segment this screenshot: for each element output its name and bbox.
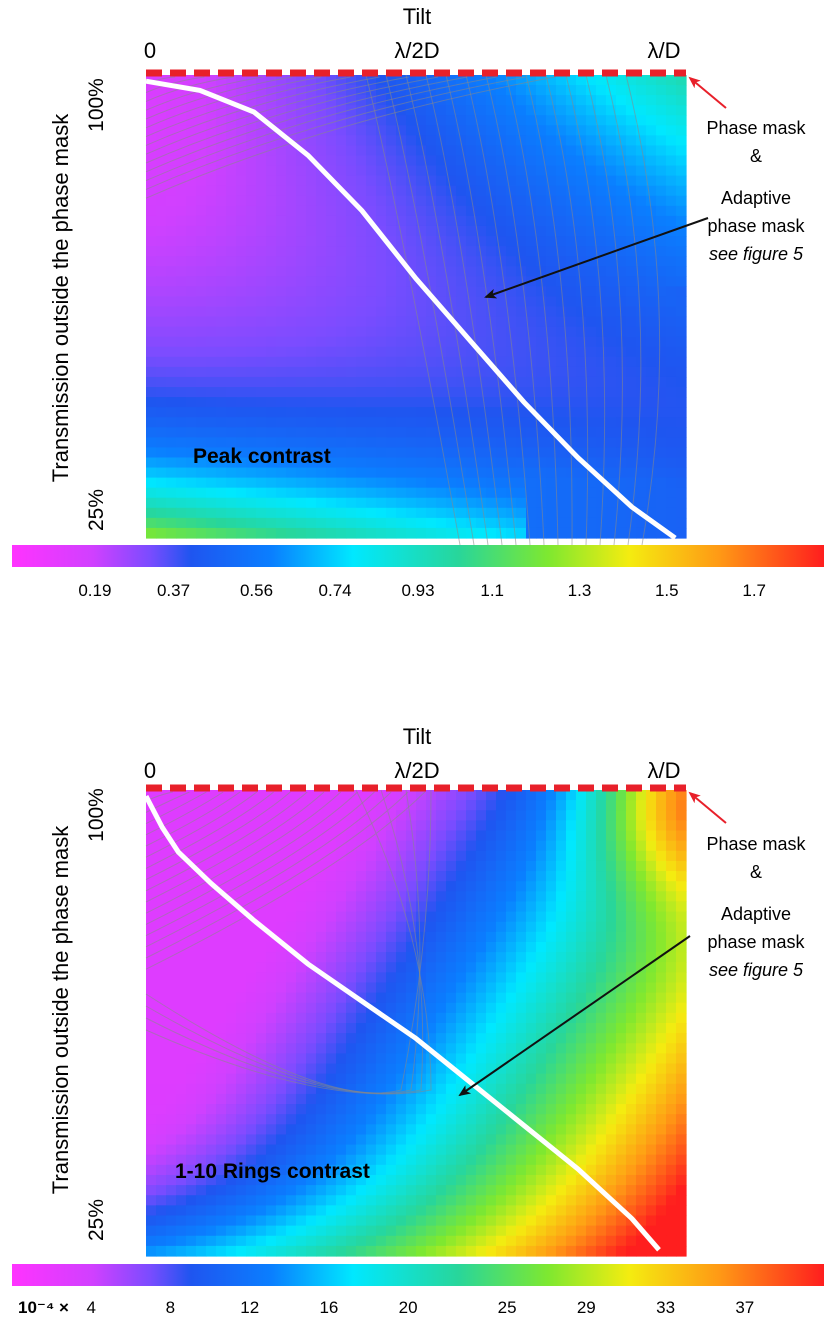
contour-line xyxy=(145,74,475,546)
contour-line xyxy=(145,791,308,892)
colorbar-tick-label: 0.37 xyxy=(157,581,190,600)
contour-line xyxy=(145,791,358,925)
phase-mask-arrow xyxy=(688,791,727,824)
colorbar-tick-label: 16 xyxy=(319,1298,338,1317)
contour-line xyxy=(145,791,325,903)
contour-line xyxy=(145,74,606,546)
colorbar xyxy=(12,1264,824,1286)
annotation-line: Adaptive xyxy=(721,188,791,208)
contour-line xyxy=(145,74,573,546)
colorbar-ticks: 4 8 12 16 20 25 29 33 37 xyxy=(86,1298,754,1317)
contour-line xyxy=(145,74,559,546)
contour-line xyxy=(145,791,224,836)
x-tick-label: 0 xyxy=(144,758,156,783)
annotation-line: phase mask xyxy=(707,216,805,236)
annotation-line: phase mask xyxy=(707,932,805,952)
annotation-line: & xyxy=(750,146,762,166)
colorbar-tick-label: 1.1 xyxy=(480,581,504,600)
contour-line xyxy=(145,74,531,546)
panel-label: 1-10 Rings contrast xyxy=(175,1160,370,1183)
contour-line xyxy=(145,74,545,546)
x-tick-label: λ/2D xyxy=(394,758,439,783)
y-tick-label: 100% xyxy=(85,788,108,842)
y-axis-title: Transmission outside the phase mask xyxy=(48,825,73,1194)
contour-line xyxy=(145,791,342,914)
contour-line xyxy=(145,789,432,1094)
colorbar-tick-label: 33 xyxy=(656,1298,675,1317)
x-tick-label: λ/D xyxy=(648,38,681,63)
contour-line xyxy=(145,74,623,546)
contour-line xyxy=(145,789,424,1095)
annotation-line: see figure 5 xyxy=(709,960,804,980)
annotation-line: Phase mask xyxy=(706,834,806,854)
contour-line xyxy=(145,791,258,858)
colorbar-tick-label: 37 xyxy=(735,1298,754,1317)
panel-peak-contrast: Tilt 0 λ/2D λ/D Transmission outside the… xyxy=(12,4,824,600)
colorbar-tick-label: 0.74 xyxy=(319,581,352,600)
heatmap-peak-contrast xyxy=(146,75,687,539)
colorbar-prefix: 10⁻⁴ × xyxy=(18,1298,69,1317)
colorbar-tick-label: 4 xyxy=(86,1298,95,1317)
colorbar-tick-label: 1.5 xyxy=(655,581,679,600)
x-tick-label: λ/D xyxy=(648,758,681,783)
contour-line xyxy=(145,789,432,1095)
contour-line xyxy=(145,789,421,1094)
colorbar-tick-label: 29 xyxy=(577,1298,596,1317)
adaptive-mask-curve xyxy=(143,795,661,1252)
colorbar-ticks: 0.19 0.37 0.56 0.74 0.93 1.1 1.3 1.5 1.7 xyxy=(78,581,766,600)
y-tick-label: 25% xyxy=(85,489,108,531)
colorbar-tick-label: 12 xyxy=(240,1298,259,1317)
contour-line xyxy=(145,791,274,869)
contour-line xyxy=(145,791,241,847)
colorbar-tick-label: 8 xyxy=(166,1298,175,1317)
annotation-line: Adaptive xyxy=(721,904,791,924)
annotation-line: & xyxy=(750,862,762,882)
contour-lines xyxy=(145,789,432,1095)
heatmap-rings-contrast xyxy=(146,790,687,1257)
colorbar-tick-label: 0.56 xyxy=(240,581,273,600)
contour-line xyxy=(145,74,589,546)
colorbar-tick-label: 0.19 xyxy=(78,581,111,600)
colorbar-tick-label: 0.93 xyxy=(401,581,434,600)
x-tick-label: 0 xyxy=(144,38,156,63)
adaptive-mask-curve xyxy=(145,78,677,541)
colorbar-tick-label: 1.7 xyxy=(742,581,766,600)
annotation-line: see figure 5 xyxy=(709,244,804,264)
colorbar xyxy=(12,545,824,567)
panel-label: Peak contrast xyxy=(193,445,331,468)
annotation-line: Phase mask xyxy=(706,118,806,138)
y-tick-label: 25% xyxy=(85,1199,108,1241)
panel-rings-contrast: Tilt 0 λ/2D λ/D Transmission outside the… xyxy=(12,724,824,1317)
contour-line xyxy=(145,791,190,813)
contour-line xyxy=(145,791,291,881)
x-axis-title: Tilt xyxy=(403,4,432,29)
y-axis-title: Transmission outside the phase mask xyxy=(48,113,73,482)
adaptive-mask-arrow xyxy=(484,217,709,299)
y-tick-label: 100% xyxy=(85,78,108,132)
x-axis-title: Tilt xyxy=(403,724,432,749)
contour-line xyxy=(145,791,207,825)
contour-line xyxy=(145,74,661,546)
adaptive-mask-arrow xyxy=(458,935,691,1097)
colorbar-tick-label: 1.3 xyxy=(568,581,592,600)
contour-line xyxy=(145,74,642,546)
x-tick-label: λ/2D xyxy=(394,38,439,63)
phase-mask-arrow xyxy=(688,76,727,109)
colorbar-tick-label: 25 xyxy=(498,1298,517,1317)
colorbar-tick-label: 20 xyxy=(399,1298,418,1317)
